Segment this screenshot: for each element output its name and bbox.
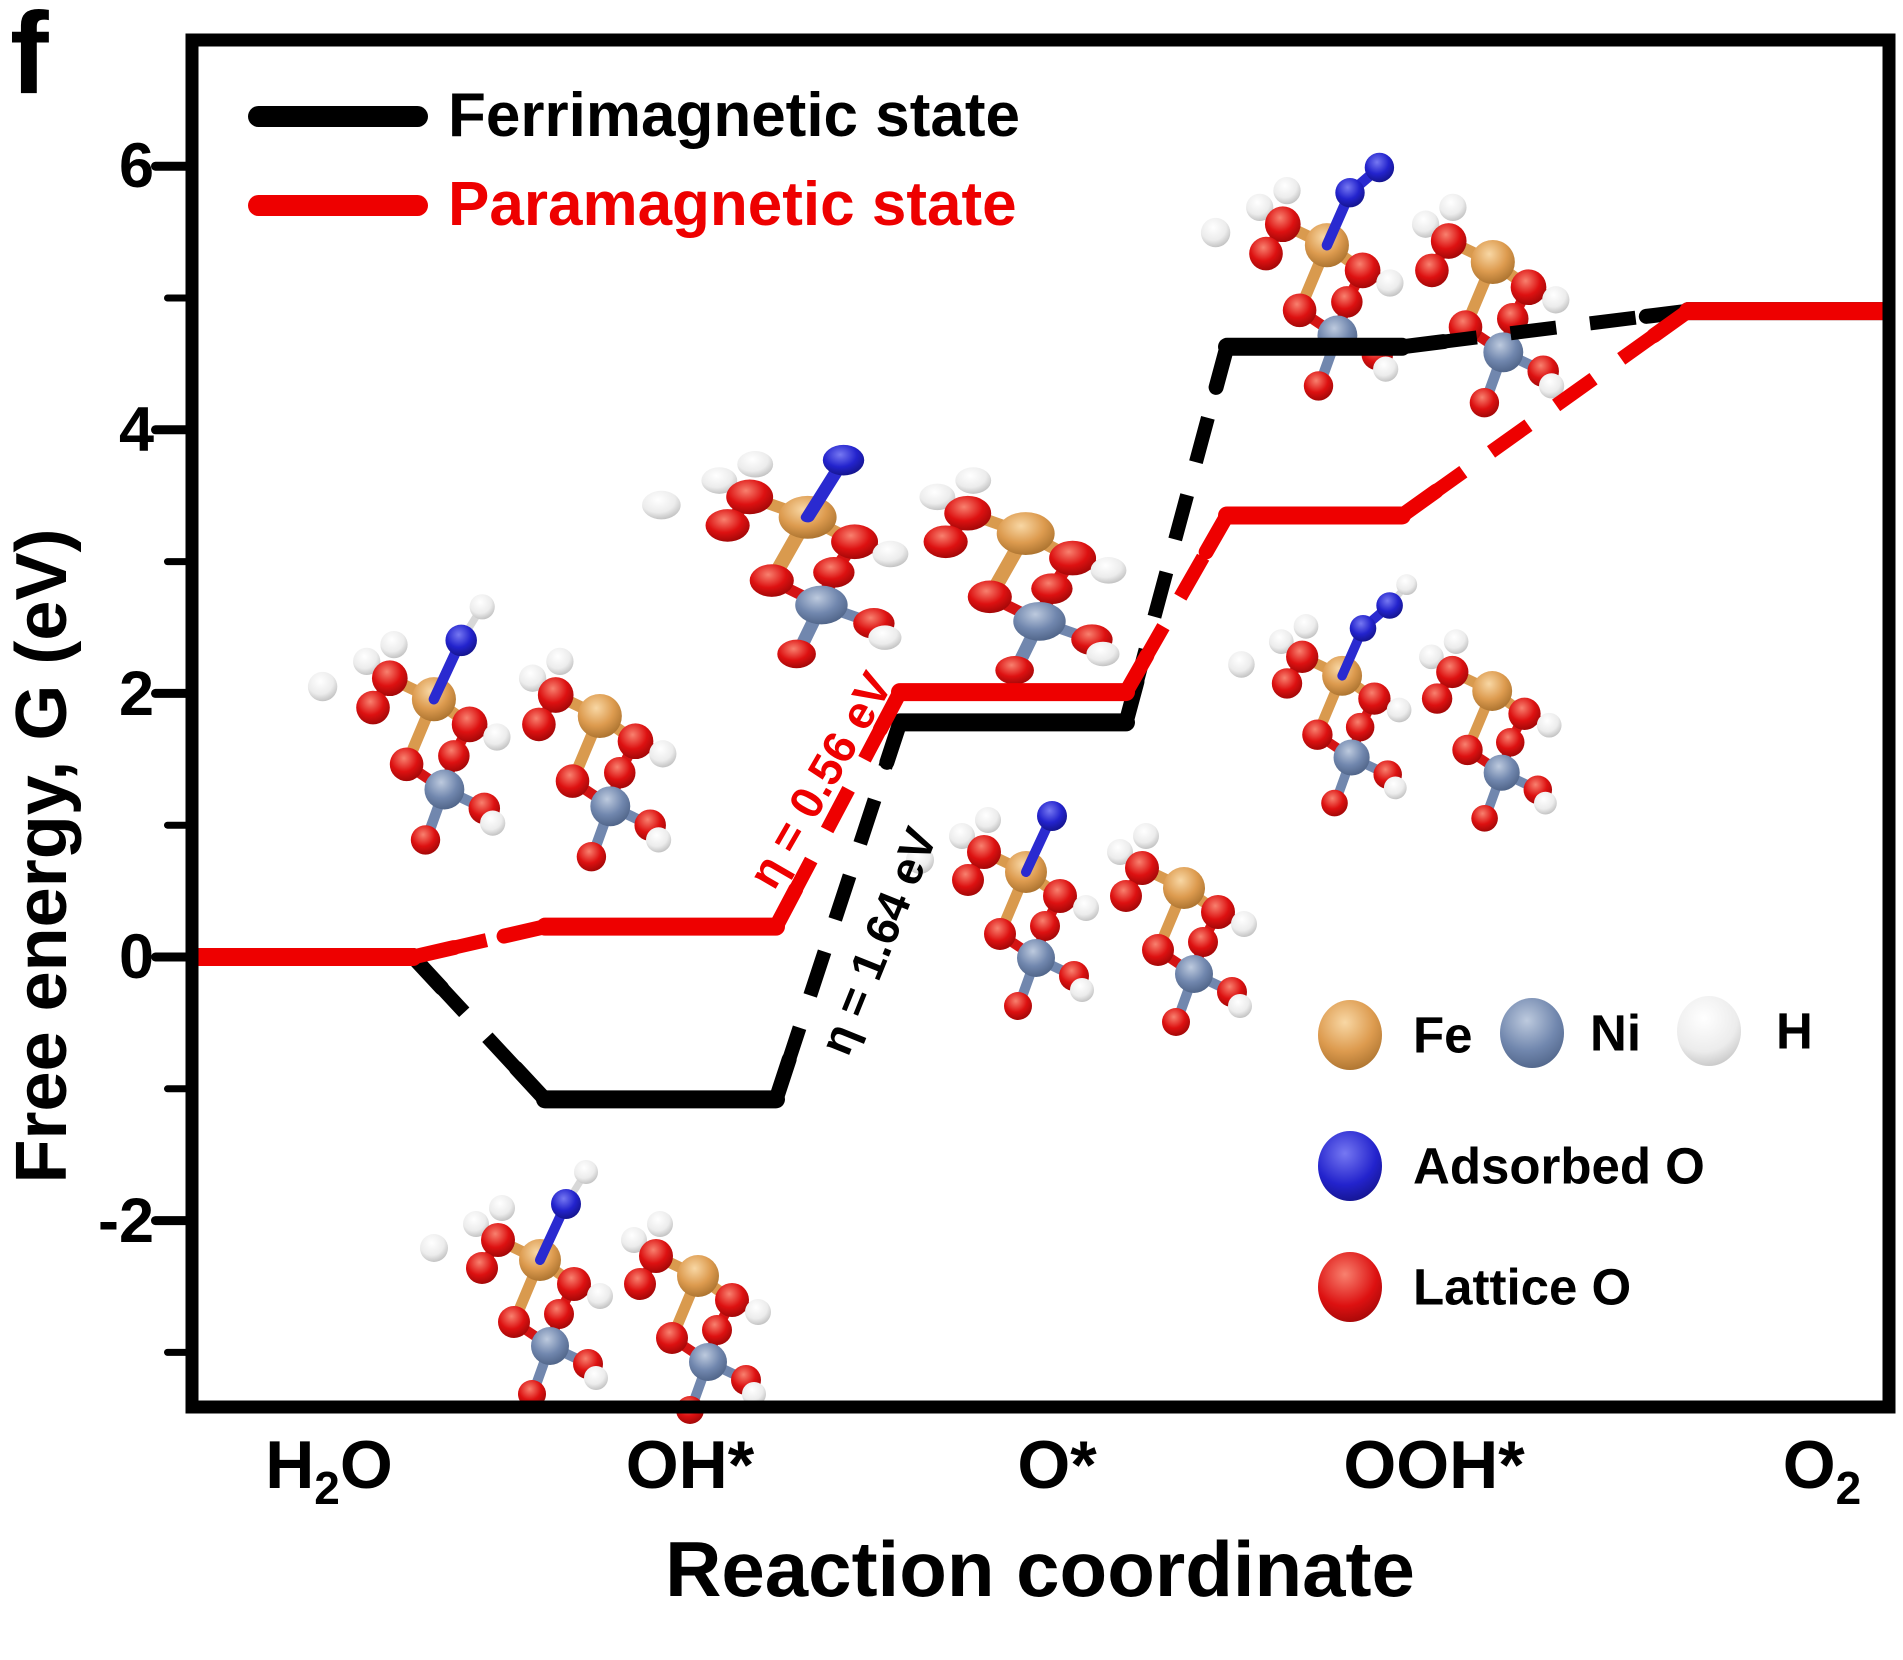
energy-step-lines [187,302,1895,1109]
y-tick-4: 4 [118,395,154,465]
x-label-o2-main: O [1782,1427,1836,1503]
h-atom-label: H [1776,1002,1813,1060]
x-label-o-main: O* [1017,1427,1097,1503]
y-axis-title: Free energy, G (eV) [2,528,82,1184]
h-atom-icon [1677,996,1741,1066]
ni-atom-icon [1500,998,1564,1068]
x-label-h2o: H2O [265,1427,393,1514]
x-label-h2o-sub: 2 [314,1462,340,1514]
x-label-o2-sub: 2 [1835,1462,1862,1514]
ni-atom-label: Ni [1590,1004,1641,1062]
ferrimagnetic-line-swatch [248,106,428,127]
lattice-o-atom-label: Lattice O [1413,1258,1632,1316]
x-label-h2o-tail: O [339,1427,393,1503]
legend-ferrimagnetic-label: Ferrimagnetic state [448,81,1020,150]
x-label-o2: O2 [1782,1427,1862,1514]
x-label-o: O* [1017,1430,1096,1507]
x-label-oh-main: OH* [625,1427,755,1503]
x-label-h2o-main: H [265,1427,315,1503]
lattice-o-atom-icon [1318,1252,1382,1322]
fe-atom-icon [1318,1000,1382,1070]
x-axis-title: Reaction coordinate [665,1525,1415,1613]
y-tick-2: 2 [118,659,154,729]
x-label-ooh-main: OOH* [1343,1427,1525,1503]
x-label-oh: OH* [626,1430,754,1507]
panel-label: f [10,0,49,118]
y-tick-neg2: -2 [97,1186,154,1256]
molecule-ooh-structure-1 [1201,153,1570,418]
molecule-o-structure-1 [642,445,1126,685]
molecule-ooh-structure-2 [1228,574,1561,831]
x-label-ooh: OOH* [1343,1430,1524,1507]
y-tick-6: 6 [118,131,154,201]
molecule-oh-structure-2 [420,1160,771,1424]
plot-axes [151,33,1896,1414]
molecule-o-structure-2 [906,801,1257,1036]
paramagnetic-line-swatch [248,195,428,216]
fe-atom-label: Fe [1413,1006,1473,1064]
adsorbed-o-atom-label: Adsorbed O [1413,1137,1705,1195]
y-tick-0: 0 [118,922,154,992]
legend-paramagnetic-label: Paramagnetic state [448,170,1017,239]
adsorbed-o-atom-icon [1318,1131,1382,1201]
molecule-oh-structure-1 [308,594,677,871]
